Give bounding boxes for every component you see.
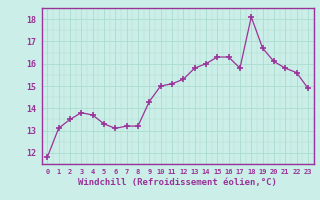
X-axis label: Windchill (Refroidissement éolien,°C): Windchill (Refroidissement éolien,°C) <box>78 178 277 187</box>
